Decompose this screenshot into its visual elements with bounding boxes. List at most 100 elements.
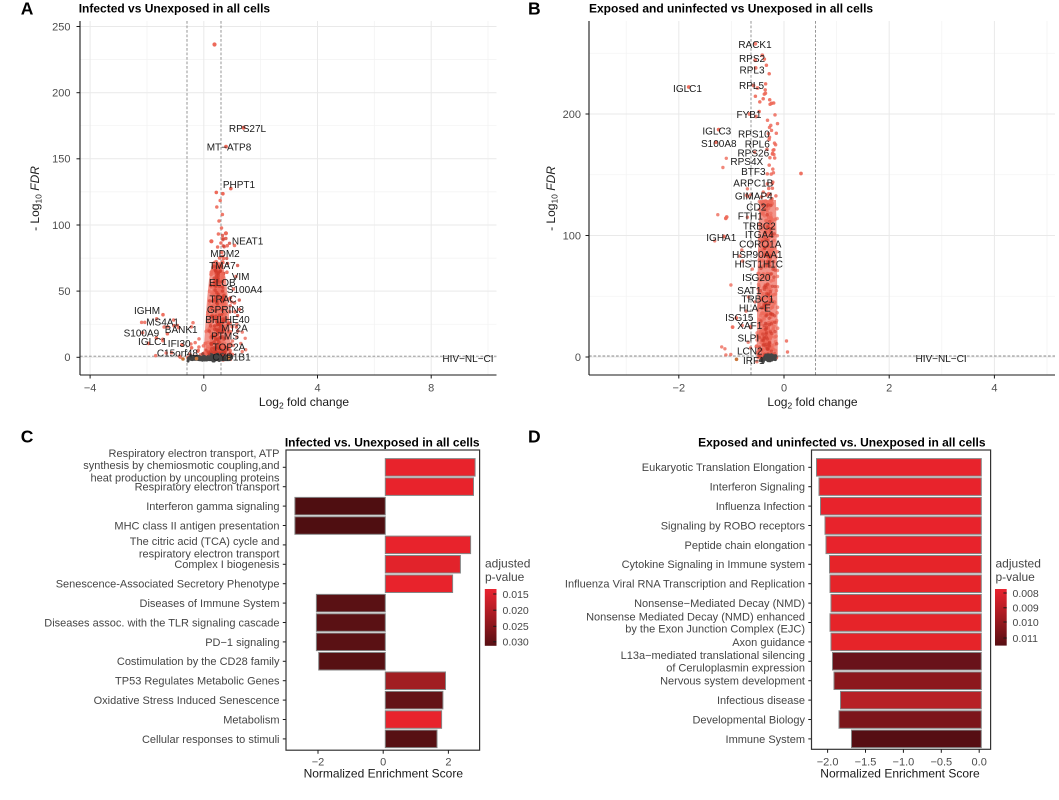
- svg-text:0.0: 0.0: [972, 757, 987, 769]
- svg-text:S100A8: S100A8: [701, 139, 737, 150]
- svg-text:TRBC2: TRBC2: [743, 222, 776, 233]
- svg-text:RPS4X: RPS4X: [730, 157, 763, 168]
- svg-text:synthesis by chemiosmotic coup: synthesis by chemiosmotic coupling,and: [83, 460, 279, 472]
- svg-text:respiratory electron transport: respiratory electron transport: [139, 548, 280, 560]
- svg-text:C: C: [21, 427, 34, 447]
- svg-text:50: 50: [58, 286, 70, 298]
- svg-text:adjusted: adjusted: [996, 556, 1041, 570]
- svg-text:HIV−NL−CI: HIV−NL−CI: [442, 354, 493, 365]
- svg-text:IGHA1: IGHA1: [706, 233, 736, 244]
- svg-text:0: 0: [575, 352, 581, 364]
- svg-text:RACK1: RACK1: [738, 40, 772, 51]
- svg-text:RPL6: RPL6: [745, 139, 770, 150]
- svg-text:Nonsense Mediated Decay (NMD): Nonsense Mediated Decay (NMD) enhanced: [586, 611, 805, 623]
- svg-text:Diseases assoc. with the TLR s: Diseases assoc. with the TLR signaling c…: [44, 617, 279, 629]
- svg-text:HIST1H1C: HIST1H1C: [735, 259, 783, 270]
- svg-text:The citric acid (TCA) cycle an: The citric acid (TCA) cycle and: [130, 536, 280, 548]
- svg-text:2: 2: [886, 383, 892, 395]
- svg-text:−2: −2: [673, 383, 686, 395]
- svg-text:Infectious disease: Infectious disease: [717, 695, 805, 707]
- svg-text:Nonsense−Mediated Decay (NMD): Nonsense−Mediated Decay (NMD): [634, 598, 805, 610]
- svg-text:adjusted: adjusted: [485, 556, 530, 570]
- svg-text:A: A: [21, 0, 34, 19]
- svg-text:IFI30: IFI30: [168, 339, 191, 350]
- svg-text:IGLC3: IGLC3: [702, 126, 731, 137]
- svg-text:TMA7: TMA7: [209, 261, 236, 272]
- svg-text:Exposed and uninfected vs. Une: Exposed and uninfected vs. Unexposed in …: [698, 436, 986, 450]
- svg-text:B: B: [528, 0, 541, 19]
- svg-text:0.009: 0.009: [1013, 603, 1039, 615]
- svg-text:RPL5: RPL5: [739, 81, 764, 92]
- svg-text:CORO1A: CORO1A: [739, 240, 782, 251]
- svg-text:Infected vs Unexposed in all c: Infected vs Unexposed in all cells: [79, 2, 271, 16]
- svg-text:−2: −2: [312, 757, 325, 769]
- svg-text:HIV−NL−CI: HIV−NL−CI: [916, 354, 967, 365]
- svg-text:XAF1: XAF1: [737, 321, 762, 332]
- svg-text:Complex I biogenesis: Complex I biogenesis: [174, 559, 280, 571]
- svg-text:Interferon gamma signaling: Interferon gamma signaling: [146, 501, 279, 513]
- svg-text:−2.0: −2.0: [817, 757, 839, 769]
- svg-text:MS4A1: MS4A1: [146, 318, 179, 329]
- svg-text:0.011: 0.011: [1013, 633, 1039, 645]
- svg-text:- Log10 FDR: - Log10 FDR: [28, 166, 44, 231]
- svg-text:ISG15: ISG15: [725, 313, 754, 324]
- svg-text:4: 4: [314, 383, 320, 395]
- svg-text:250: 250: [52, 21, 70, 33]
- svg-text:Normalized Enrichment Score: Normalized Enrichment Score: [820, 767, 980, 781]
- svg-text:C15orf48: C15orf48: [157, 348, 199, 359]
- svg-text:p-value: p-value: [996, 570, 1036, 584]
- svg-text:ISG20: ISG20: [742, 273, 771, 284]
- svg-text:FTH1: FTH1: [738, 212, 763, 223]
- svg-text:GIMAP4: GIMAP4: [735, 191, 773, 202]
- svg-text:8: 8: [428, 383, 434, 395]
- svg-text:0: 0: [64, 352, 70, 364]
- svg-text:by the Exon Junction Complex (: by the Exon Junction Complex (EJC): [625, 624, 805, 636]
- svg-text:150: 150: [52, 154, 70, 166]
- svg-text:Influenza Infection: Influenza Infection: [716, 501, 805, 513]
- svg-text:RPS2: RPS2: [739, 54, 766, 65]
- svg-text:Peptide chain elongation: Peptide chain elongation: [685, 540, 805, 552]
- svg-text:BTF3: BTF3: [741, 167, 766, 178]
- svg-text:TRBC1: TRBC1: [741, 294, 774, 305]
- svg-text:MT2A: MT2A: [221, 324, 248, 335]
- svg-text:0.010: 0.010: [1013, 617, 1039, 629]
- svg-text:LCN2: LCN2: [737, 346, 763, 357]
- svg-text:L13a−mediated translational si: L13a−mediated translational silencing: [621, 650, 805, 662]
- svg-text:PHPT1: PHPT1: [223, 180, 256, 191]
- svg-text:S100A4: S100A4: [227, 285, 263, 296]
- svg-text:TP53 Regulates Metabolic Genes: TP53 Regulates Metabolic Genes: [115, 676, 280, 688]
- svg-text:Log2 fold change: Log2 fold change: [767, 395, 857, 411]
- svg-text:Influenza Viral RNA Transcript: Influenza Viral RNA Transcription and Re…: [565, 579, 805, 591]
- svg-text:HSP90AA1: HSP90AA1: [732, 250, 783, 261]
- svg-text:S100A9: S100A9: [124, 329, 160, 340]
- svg-text:Metabolism: Metabolism: [223, 714, 279, 726]
- svg-text:0: 0: [781, 383, 787, 395]
- svg-text:NEAT1: NEAT1: [232, 237, 264, 248]
- svg-text:Costimulation by the CD28 fami: Costimulation by the CD28 family: [117, 656, 280, 668]
- svg-text:Signaling by ROBO receptors: Signaling by ROBO receptors: [661, 520, 806, 532]
- svg-text:Senescence-Associated Secretor: Senescence-Associated Secretory Phenotyp…: [56, 579, 280, 591]
- svg-text:0.025: 0.025: [503, 621, 529, 633]
- svg-text:0: 0: [201, 383, 207, 395]
- svg-text:−1.5: −1.5: [855, 757, 877, 769]
- svg-text:TRAC: TRAC: [209, 294, 236, 305]
- svg-text:0.020: 0.020: [503, 605, 529, 617]
- svg-text:MHC class II antigen presentat: MHC class II antigen presentation: [114, 520, 279, 532]
- svg-text:MT−ATP8: MT−ATP8: [207, 143, 252, 154]
- svg-text:ELOB: ELOB: [209, 278, 236, 289]
- svg-text:4: 4: [991, 383, 997, 395]
- svg-text:0: 0: [380, 757, 386, 769]
- svg-text:RPS27L: RPS27L: [229, 124, 267, 135]
- svg-text:Respiratory electron transport: Respiratory electron transport, ATP: [109, 448, 280, 460]
- svg-text:PTMS: PTMS: [211, 332, 239, 343]
- svg-text:heat production by uncoupling: heat production by uncoupling proteins: [91, 472, 280, 484]
- svg-text:ARPC1B: ARPC1B: [733, 178, 773, 189]
- svg-text:Immune System: Immune System: [726, 734, 805, 746]
- svg-text:D: D: [528, 427, 541, 447]
- svg-text:Log2 fold change: Log2 fold change: [259, 395, 349, 411]
- svg-text:Interferon Signaling: Interferon Signaling: [710, 482, 805, 494]
- svg-text:IGLC1: IGLC1: [138, 337, 167, 348]
- svg-text:Oxidative Stress Induced Senes: Oxidative Stress Induced Senescence: [94, 695, 280, 707]
- svg-text:of Ceruloplasmin expression: of Ceruloplasmin expression: [666, 662, 805, 674]
- svg-text:SAT1: SAT1: [737, 286, 762, 297]
